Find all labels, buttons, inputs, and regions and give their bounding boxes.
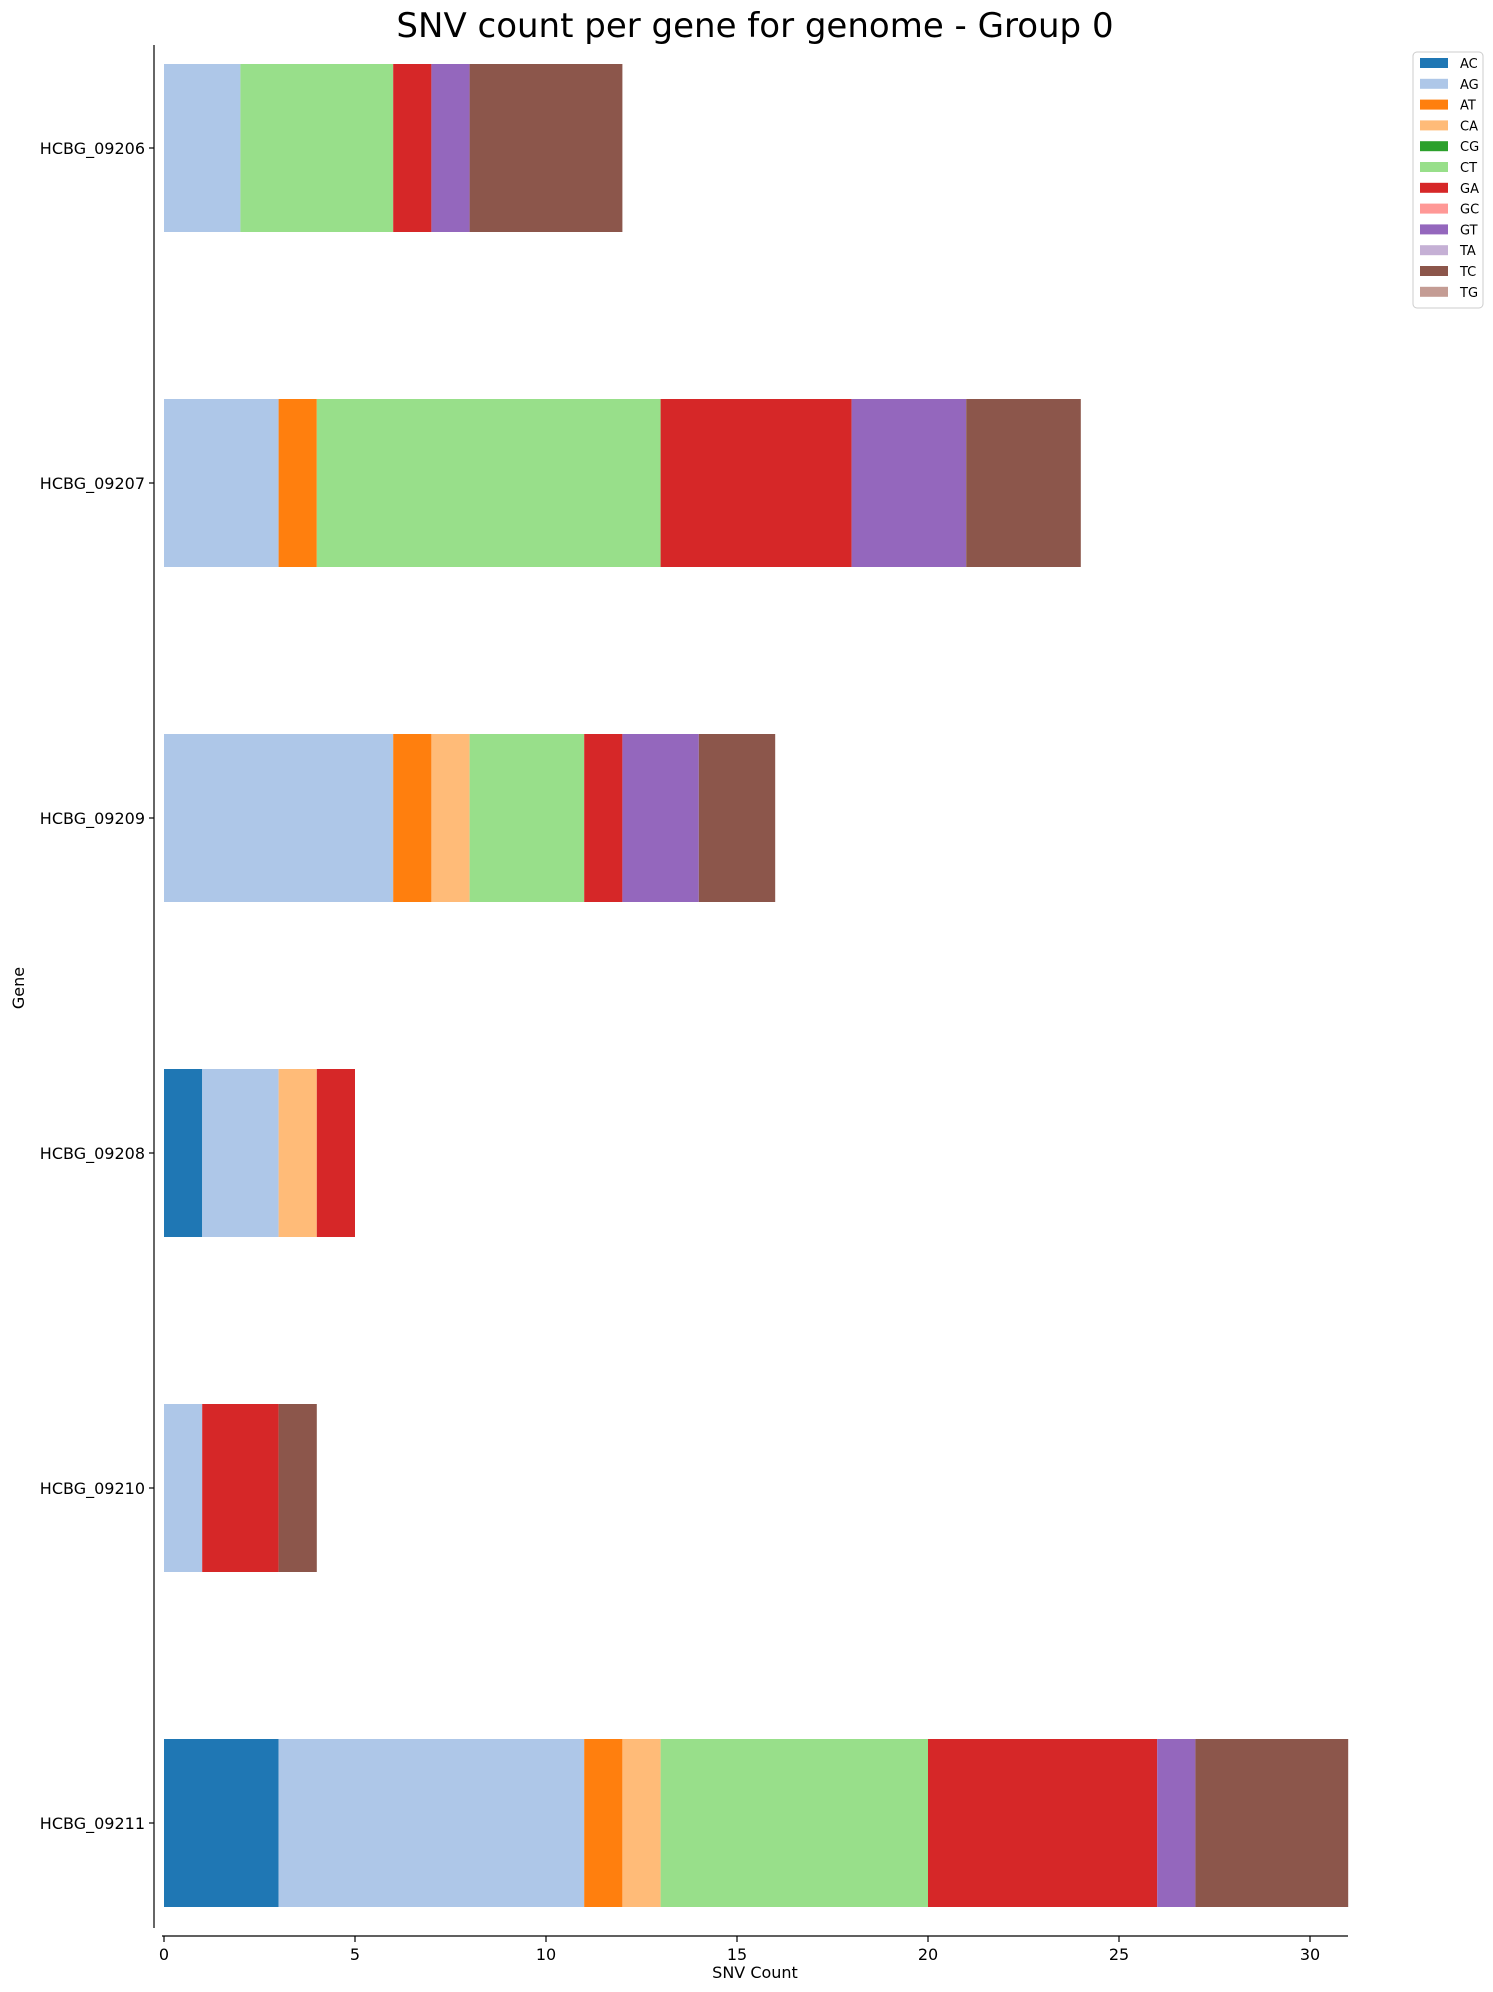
bar-segment-HCBG_09211-TC	[1195, 1739, 1349, 1907]
bar-segment-HCBG_09211-CA	[622, 1739, 661, 1907]
x-tick-label: 0	[159, 1945, 169, 1964]
bar-segment-HCBG_09211-GA	[928, 1739, 1158, 1907]
bar-segment-HCBG_09208-AC	[164, 1069, 203, 1237]
legend-swatch-GC	[1420, 203, 1448, 214]
x-ticks-group: 0 5 10 15 20 25 30	[159, 1936, 1320, 1964]
x-tick-label: 20	[918, 1945, 938, 1964]
bar-segment-HCBG_09210-GA	[202, 1404, 279, 1572]
legend-swatch-GA	[1420, 182, 1448, 193]
bar-segment-HCBG_09209-GT	[622, 734, 699, 902]
bars-group	[164, 64, 1349, 1907]
bar-segment-HCBG_09206-GT	[431, 64, 470, 232]
axes-group	[153, 45, 1348, 1937]
legend-swatch-TG	[1420, 286, 1448, 297]
legend-swatch-CT	[1420, 162, 1448, 172]
legend-label-AG: AG	[1460, 78, 1479, 93]
legend: AC AG AT CA CG CT GA GC GT TA TC TG	[1412, 51, 1484, 309]
legend-label-CT: CT	[1460, 161, 1477, 176]
legend-label-CA: CA	[1460, 119, 1478, 134]
bar-segment-HCBG_09211-CT	[660, 1739, 928, 1907]
legend-swatch-CG	[1420, 141, 1448, 152]
legend-label-AC: AC	[1460, 57, 1478, 72]
bar-segment-HCBG_09209-AT	[393, 734, 432, 902]
y-tick-label: HCBG_09211	[40, 1814, 145, 1834]
legend-swatch-GT	[1420, 224, 1448, 235]
bar-segment-HCBG_09209-AG	[164, 734, 394, 902]
y-tick-label: HCBG_09209	[40, 809, 145, 829]
legend-frame	[1412, 51, 1484, 309]
bar-segment-HCBG_09206-AG	[164, 64, 241, 232]
bar-segment-HCBG_09209-CT	[469, 734, 585, 902]
bar-segment-HCBG_09209-TC	[698, 734, 776, 902]
bar-segment-HCBG_09211-AG	[278, 1739, 585, 1907]
bar-segment-HCBG_09211-GT	[1157, 1739, 1196, 1907]
bar-segment-HCBG_09206-GA	[393, 64, 432, 232]
bar-segment-HCBG_09207-GT	[851, 399, 967, 567]
x-tick-label: 5	[350, 1945, 360, 1964]
bar-segment-HCBG_09207-TC	[966, 399, 1081, 567]
legend-swatch-TC	[1420, 266, 1448, 276]
legend-swatch-AC	[1420, 58, 1448, 68]
legend-swatch-CA	[1420, 120, 1448, 131]
y-ticks-group: HCBG_09206 HCBG_09207 HCBG_09209 HCBG_09208…	[40, 139, 154, 1834]
bar-segment-HCBG_09210-AG	[164, 1404, 203, 1572]
bar-segment-HCBG_09211-AT	[584, 1739, 623, 1907]
legend-label-CG: CG	[1460, 140, 1479, 155]
bar-segment-HCBG_09207-CT	[316, 399, 661, 567]
legend-swatch-AT	[1420, 99, 1448, 110]
bar-segment-HCBG_09208-AG	[202, 1069, 279, 1237]
bar-segment-HCBG_09206-CT	[240, 64, 394, 232]
bar-segment-HCBG_09208-CA	[278, 1069, 317, 1237]
legend-label-TC: TC	[1459, 265, 1476, 280]
x-tick-label: 15	[727, 1945, 747, 1964]
bar-segment-HCBG_09206-TC	[469, 64, 623, 232]
bar-segment-HCBG_09210-TC	[278, 1404, 317, 1572]
x-axis-label: SNV Count	[712, 1963, 798, 1982]
bar-segment-HCBG_09209-CA	[431, 734, 470, 902]
bar-segment-HCBG_09208-GA	[316, 1069, 355, 1237]
legend-label-GA: GA	[1460, 182, 1479, 197]
legend-label-GC: GC	[1460, 203, 1479, 218]
chart-title: SNV count per gene for genome - Group 0	[396, 6, 1113, 46]
x-tick-label: 10	[536, 1945, 556, 1964]
y-tick-label: HCBG_09210	[40, 1479, 145, 1499]
legend-swatch-TA	[1420, 245, 1448, 256]
y-tick-label: HCBG_09207	[40, 474, 145, 494]
bar-segment-HCBG_09207-AG	[164, 399, 279, 567]
y-tick-label: HCBG_09206	[40, 139, 145, 159]
y-axis-label: Gene	[9, 967, 28, 1009]
x-tick-label: 30	[1300, 1945, 1320, 1964]
legend-label-AT: AT	[1460, 99, 1476, 114]
legend-label-TA: TA	[1459, 244, 1476, 259]
x-tick-label: 25	[1109, 1945, 1129, 1964]
legend-label-TG: TG	[1459, 286, 1478, 301]
y-tick-label: HCBG_09208	[40, 1144, 145, 1164]
bar-segment-HCBG_09207-GA	[660, 399, 852, 567]
legend-label-GT: GT	[1460, 223, 1478, 238]
bar-segment-HCBG_09211-AC	[164, 1739, 279, 1907]
bar-segment-HCBG_09209-GA	[584, 734, 623, 902]
legend-swatch-AG	[1420, 78, 1448, 89]
bar-segment-HCBG_09207-AT	[278, 399, 317, 567]
